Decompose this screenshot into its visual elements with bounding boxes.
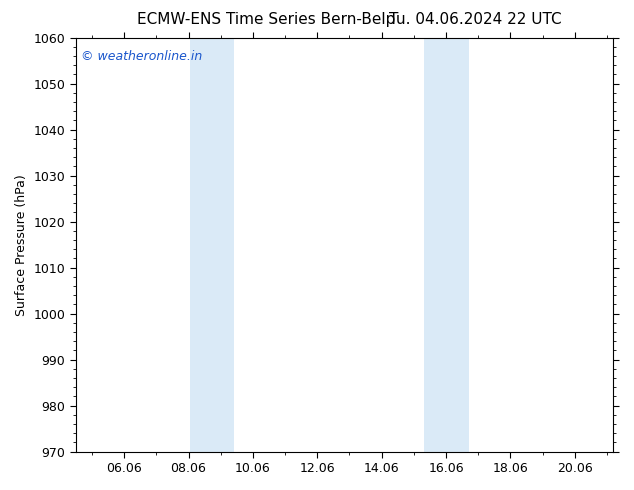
Text: ECMW-ENS Time Series Bern-Belp: ECMW-ENS Time Series Bern-Belp	[137, 12, 396, 27]
Text: © weatheronline.in: © weatheronline.in	[81, 50, 202, 63]
Text: Tu. 04.06.2024 22 UTC: Tu. 04.06.2024 22 UTC	[389, 12, 562, 27]
Y-axis label: Surface Pressure (hPa): Surface Pressure (hPa)	[15, 174, 28, 316]
Bar	[190, 38, 233, 452]
Bar	[424, 38, 469, 452]
